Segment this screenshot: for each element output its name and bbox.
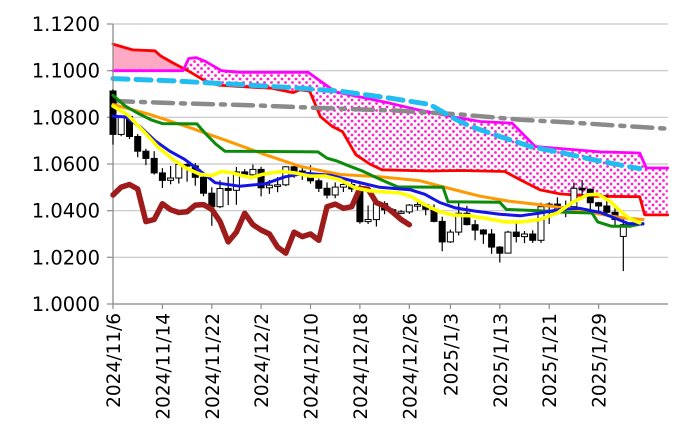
gray-dash-dot-line [110,98,667,131]
candle-body [117,115,125,135]
cloud-dotted-fill [185,57,668,215]
candle-body [232,171,240,191]
candle-body [134,136,142,152]
candle-body [463,212,471,226]
cyan-dashed-line [110,76,643,172]
candle-body [331,186,339,196]
candle-body [339,184,347,188]
candle-body [529,233,537,241]
candle-body [274,184,282,187]
x-axis-label: 2025/1/13 [491,313,512,408]
candle-body [414,204,421,207]
y-axis-label: 1.0200 [32,246,100,269]
candle-body [455,212,463,233]
candle-body [142,150,150,159]
candle-body [504,231,512,254]
y-axis-label: 1.1000 [32,60,100,83]
x-axis-label: 2024/11/22 [203,313,224,420]
candle-body [397,211,405,214]
candle-body [570,187,578,208]
candle-body [479,229,487,235]
candle-body [619,224,627,237]
y-axis-label: 1.0800 [32,106,100,129]
candle-body [315,180,323,189]
blue-ma-line [111,114,645,226]
candle-body [537,206,545,241]
cloud-solid-fill [113,44,184,71]
green-kijun-line [111,93,645,228]
candle-body [521,233,528,238]
candle-body [200,176,207,194]
candle-body [488,233,496,248]
candle-body [578,187,586,191]
y-axis-label: 1.0000 [32,293,100,316]
x-axis-label: 2024/11/14 [153,313,174,420]
candle-body [512,231,520,238]
candle-body [290,166,298,172]
y-axis-label: 1.0600 [32,153,100,176]
candle-body [167,177,175,181]
x-axis-label: 2025/1/29 [590,313,611,408]
x-axis-label: 2024/12/2 [252,313,273,408]
candle-body [265,184,273,189]
cloud-top-magenta-line [111,56,670,170]
orange-ma-line [111,103,645,221]
x-axis-label: 2024/12/10 [302,313,323,420]
candle-body [438,220,446,243]
candle-body [446,231,454,243]
x-axis-label: 2024/12/18 [351,313,372,420]
candle-body [471,224,479,231]
candle-body [150,157,158,174]
x-axis-label: 2025/1/3 [441,313,462,396]
yellow-ma-line [111,104,642,225]
candle-body [323,187,331,196]
candle-body [496,246,504,254]
candle-body [257,168,265,189]
candle-body [405,204,413,213]
x-axis-label: 2024/11/6 [104,313,125,408]
candle-body [224,188,232,191]
candle-body [158,172,166,181]
y-axis-label: 1.1200 [32,13,100,36]
x-axis-label: 2024/12/26 [400,313,421,420]
candle-body [109,90,117,135]
x-axis-label: 2025/1/21 [540,313,561,408]
candle-body [603,205,611,213]
candle-body [208,192,216,208]
candle-body [249,168,257,176]
candle-body [595,202,603,207]
y-axis-label: 1.0400 [32,200,100,223]
candle-body [364,219,372,223]
candle-body [216,188,224,208]
